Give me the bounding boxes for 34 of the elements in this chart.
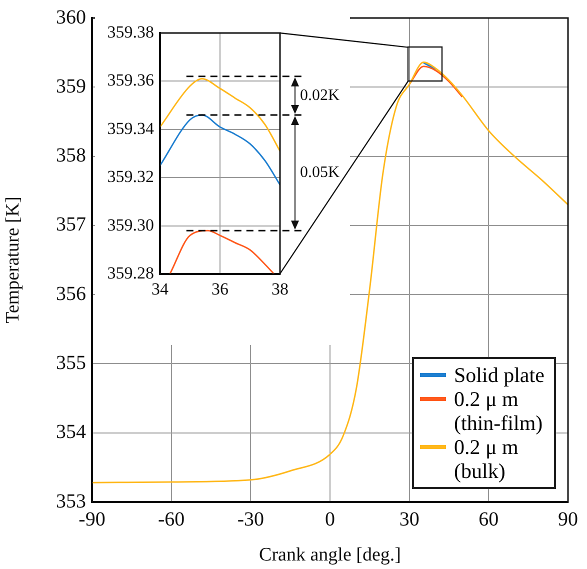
x-axis-title: Crank angle [deg.] — [259, 544, 401, 566]
y-tick-label: 355 — [56, 352, 86, 374]
line-series — [169, 230, 275, 274]
y-tick-label: 360 — [56, 6, 86, 28]
y-tick-label: 358 — [56, 144, 86, 167]
y-tick-label: 359.32 — [107, 167, 154, 186]
x-tick-label: 90 — [558, 508, 578, 530]
line-series — [160, 114, 280, 186]
y-tick-label: 359.34 — [107, 118, 154, 138]
legend-label: 0.2 μ m (thin-film) — [454, 387, 544, 435]
y-tick-label: 357 — [56, 214, 86, 236]
x-tick-label: 38 — [272, 280, 288, 299]
x-tick-label: 60 — [478, 508, 499, 530]
x-tick-label: 34 — [152, 280, 169, 299]
x-tick-label: 30 — [399, 508, 420, 530]
x-tick-label: 0 — [325, 508, 335, 530]
x-tick-label: 36 — [212, 280, 228, 299]
legend-label: Solid plate — [454, 363, 544, 387]
y-tick-label: 356 — [56, 282, 86, 305]
y-tick-label: 359.36 — [107, 70, 154, 90]
x-tick-label: -60 — [158, 508, 185, 530]
y-axis-title: Temperature [K] — [2, 196, 24, 324]
y-tick-label: 359 — [56, 75, 86, 98]
line-series — [92, 62, 568, 484]
y-tick-label: 359.38 — [107, 22, 154, 42]
y-tick-label: 354 — [56, 421, 86, 444]
annotation: 0.05K — [300, 164, 340, 181]
line-series — [408, 66, 463, 98]
legend-label: 0.2 μ m (bulk) — [454, 435, 520, 483]
y-tick-label: 359.28 — [107, 263, 154, 282]
line-series — [160, 78, 280, 152]
y-tick-label: 359.30 — [107, 215, 154, 234]
x-tick-label: -30 — [237, 508, 264, 530]
annotation: 0.02K — [300, 86, 340, 104]
